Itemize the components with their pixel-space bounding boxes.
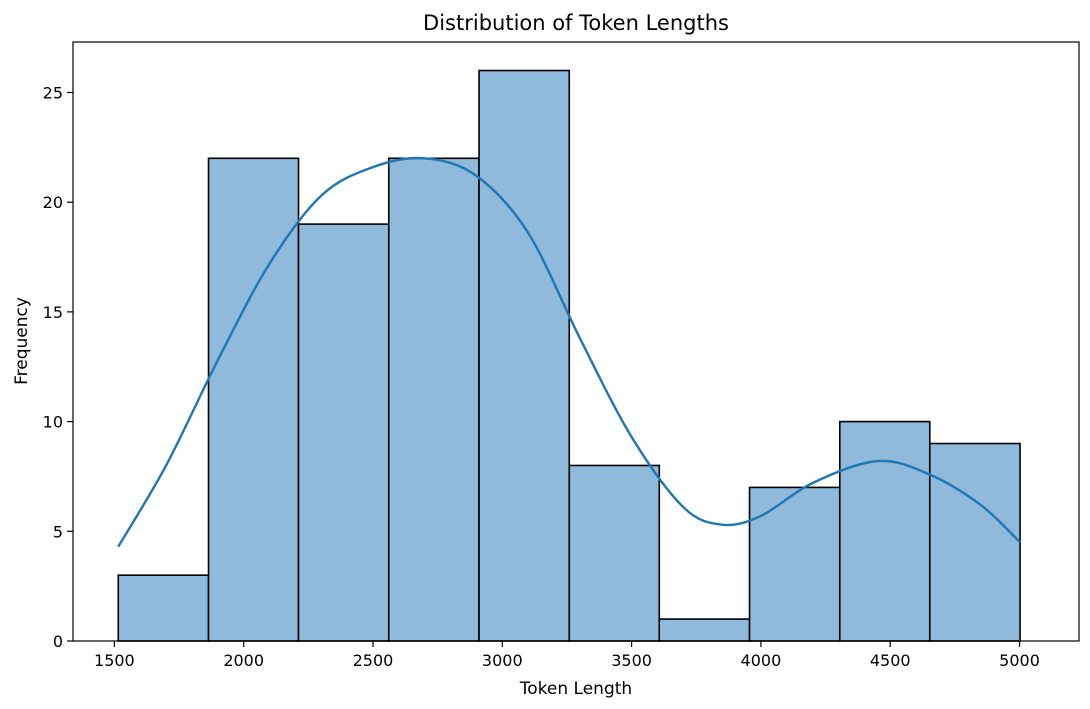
x-axis-ticks: 1500 2000 2500 3000 3500 4000 4500 5000 [94, 641, 1040, 670]
histogram-bar-2 [207, 157, 300, 642]
x-axis-label: Token Length [519, 679, 632, 699]
kde-curve [117, 156, 1021, 548]
x-tick-label: 5000 [999, 651, 1040, 670]
y-tick-label: 0 [53, 632, 63, 651]
histogram-bar-8 [748, 486, 841, 642]
x-tick-label: 3000 [482, 651, 523, 670]
x-tick-label: 1500 [94, 651, 135, 670]
x-tick-label: 4500 [870, 651, 911, 670]
x-tick-label: 2000 [223, 651, 264, 670]
histogram-bar-6 [568, 464, 661, 642]
y-tick-label: 10 [43, 413, 63, 432]
histogram-bar-5 [478, 69, 571, 642]
histogram-bar-10 [928, 442, 1021, 642]
y-tick-label: 25 [43, 83, 63, 102]
histogram-bar-1 [117, 574, 210, 642]
y-tick-label: 15 [43, 303, 63, 322]
y-tick-label: 20 [43, 193, 63, 212]
plot-frame [72, 41, 1080, 642]
histogram-bars [117, 69, 1021, 642]
y-axis-label: Frequency [12, 297, 32, 385]
chart-title: Distribution of Token Lengths [423, 11, 729, 35]
histogram-bar-3 [297, 223, 390, 642]
x-tick-label: 2500 [353, 651, 394, 670]
histogram-bar-4 [387, 157, 480, 642]
histogram-bar-7 [658, 618, 751, 642]
y-tick-label: 5 [53, 522, 63, 541]
x-tick-label: 4000 [741, 651, 782, 670]
histogram-bar-9 [838, 420, 931, 642]
y-axis-ticks: 0 5 10 15 20 25 [43, 83, 73, 651]
x-tick-label: 3500 [611, 651, 652, 670]
